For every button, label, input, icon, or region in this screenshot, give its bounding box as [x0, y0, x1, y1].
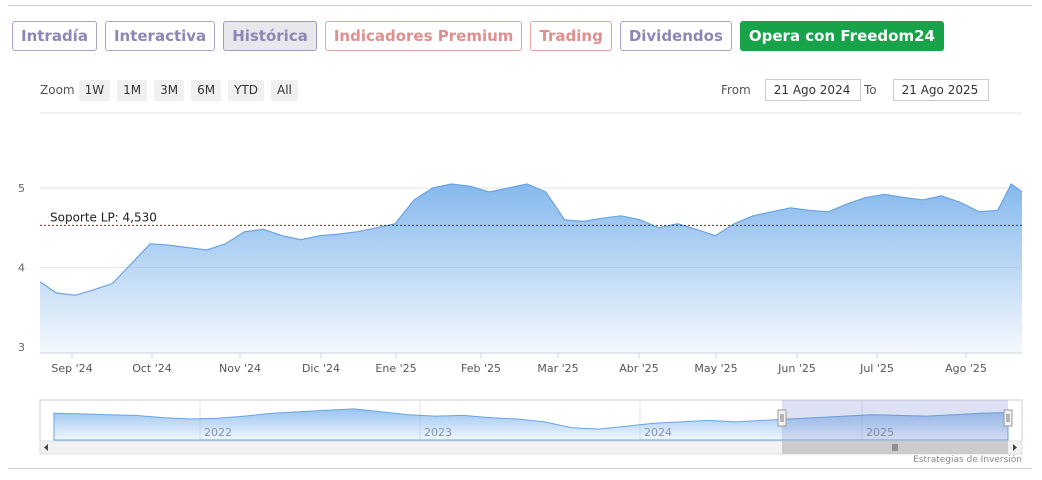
- bottom-rule: [8, 468, 1032, 469]
- x-tick-label: May '25: [694, 362, 737, 375]
- y-tick-label-3: 3: [18, 341, 25, 354]
- navigator-selection[interactable]: [782, 400, 1008, 441]
- zoom-1m-button[interactable]: 1M: [117, 79, 148, 101]
- range-from-input[interactable]: [764, 79, 861, 101]
- zoom-6m-button[interactable]: 6M: [191, 79, 222, 101]
- zoom-3m-button[interactable]: 3M: [154, 79, 185, 101]
- range-from-label: From: [721, 83, 751, 97]
- tab-trading[interactable]: Trading: [530, 21, 612, 51]
- range-to-label: To: [864, 83, 877, 97]
- tab-intradia[interactable]: Intradía: [12, 21, 97, 51]
- navigator-scrollbar[interactable]: [39, 440, 1023, 455]
- tab-dividendos[interactable]: Dividendos: [619, 21, 732, 51]
- price-area: [40, 184, 1022, 353]
- navigator: 2022202320242025: [39, 399, 1023, 442]
- x-tick-label: Sep '24: [51, 362, 92, 375]
- opera-freedom24-button[interactable]: Opera con Freedom24: [739, 21, 944, 51]
- x-tick-label: Oct '24: [132, 362, 172, 375]
- price-line: [39, 183, 1023, 296]
- range-to-input[interactable]: [892, 79, 989, 101]
- x-tick-label: Jun '25: [777, 362, 816, 375]
- range-to: To: [864, 79, 989, 101]
- chart-credit: Estrategias de Inversión: [913, 455, 1022, 465]
- zoom-1w-button[interactable]: 1W: [78, 79, 111, 101]
- y-tick-label-4: 4: [18, 262, 25, 275]
- x-tick-label: Nov '24: [219, 362, 261, 375]
- zoom-ytd-button[interactable]: YTD: [228, 79, 264, 101]
- navigator-area: [53, 408, 1009, 441]
- zoom-label: Zoom: [40, 83, 75, 97]
- tab-indicadores-premium[interactable]: Indicadores Premium: [324, 21, 523, 51]
- zoom-selector: Zoom 1W 1M 3M 6M YTD All: [40, 79, 305, 101]
- zoom-all-button[interactable]: All: [271, 79, 298, 101]
- x-tick-label: Ago '25: [945, 362, 987, 375]
- x-tick-label: Mar '25: [537, 362, 578, 375]
- top-rule: [8, 5, 1032, 6]
- x-tick-label: Abr '25: [619, 362, 659, 375]
- tab-interactiva[interactable]: Interactiva: [104, 21, 216, 51]
- scroll-left-arrow-icon[interactable]: [44, 444, 48, 451]
- x-tick-label: Feb '25: [461, 362, 501, 375]
- navigator-handle-left[interactable]: [777, 409, 787, 427]
- range-from: From: [721, 79, 861, 101]
- y-tick-label-5: 5: [18, 182, 25, 195]
- navigator-handle-right[interactable]: [1003, 409, 1013, 427]
- x-tick-label: Jul '25: [859, 362, 894, 375]
- support-label: Soporte LP: 4,530: [50, 210, 157, 224]
- x-tick-label: Ene '25: [375, 362, 416, 375]
- tab-historica[interactable]: Histórica: [223, 21, 317, 51]
- x-tick-label: Dic '24: [302, 362, 340, 375]
- scroll-right-arrow-icon[interactable]: [1013, 444, 1017, 451]
- chart-tabs: Intradía Interactiva Histórica Indicador…: [12, 21, 944, 51]
